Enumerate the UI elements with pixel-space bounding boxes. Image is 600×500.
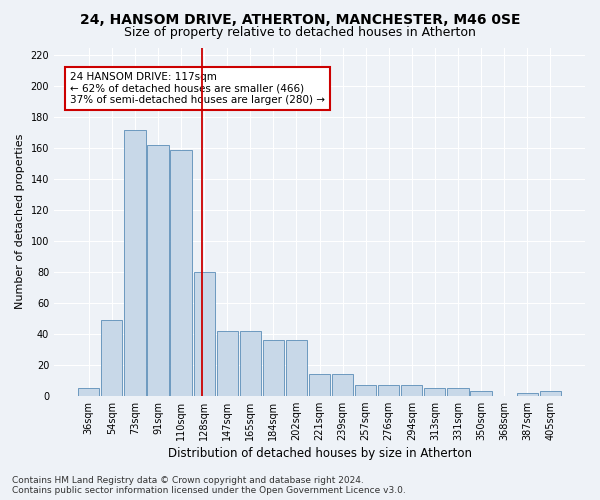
Bar [78, 388, 100, 396]
Bar [355, 385, 376, 396]
Bar [263, 340, 284, 396]
Bar [517, 392, 538, 396]
Bar [194, 272, 215, 396]
Bar [124, 130, 146, 396]
Bar [309, 374, 330, 396]
Bar [170, 150, 191, 396]
Bar [448, 388, 469, 396]
Text: 24, HANSOM DRIVE, ATHERTON, MANCHESTER, M46 0SE: 24, HANSOM DRIVE, ATHERTON, MANCHESTER, … [80, 12, 520, 26]
Bar [286, 340, 307, 396]
Bar [470, 391, 491, 396]
Bar [148, 145, 169, 396]
Text: Size of property relative to detached houses in Atherton: Size of property relative to detached ho… [124, 26, 476, 39]
Text: Contains HM Land Registry data © Crown copyright and database right 2024.
Contai: Contains HM Land Registry data © Crown c… [12, 476, 406, 495]
X-axis label: Distribution of detached houses by size in Atherton: Distribution of detached houses by size … [167, 447, 472, 460]
Y-axis label: Number of detached properties: Number of detached properties [15, 134, 25, 310]
Bar [424, 388, 445, 396]
Bar [378, 385, 400, 396]
Bar [239, 330, 261, 396]
Bar [401, 385, 422, 396]
Bar [539, 391, 561, 396]
Text: 24 HANSOM DRIVE: 117sqm
← 62% of detached houses are smaller (466)
37% of semi-d: 24 HANSOM DRIVE: 117sqm ← 62% of detache… [70, 72, 325, 105]
Bar [332, 374, 353, 396]
Bar [217, 330, 238, 396]
Bar [101, 320, 122, 396]
